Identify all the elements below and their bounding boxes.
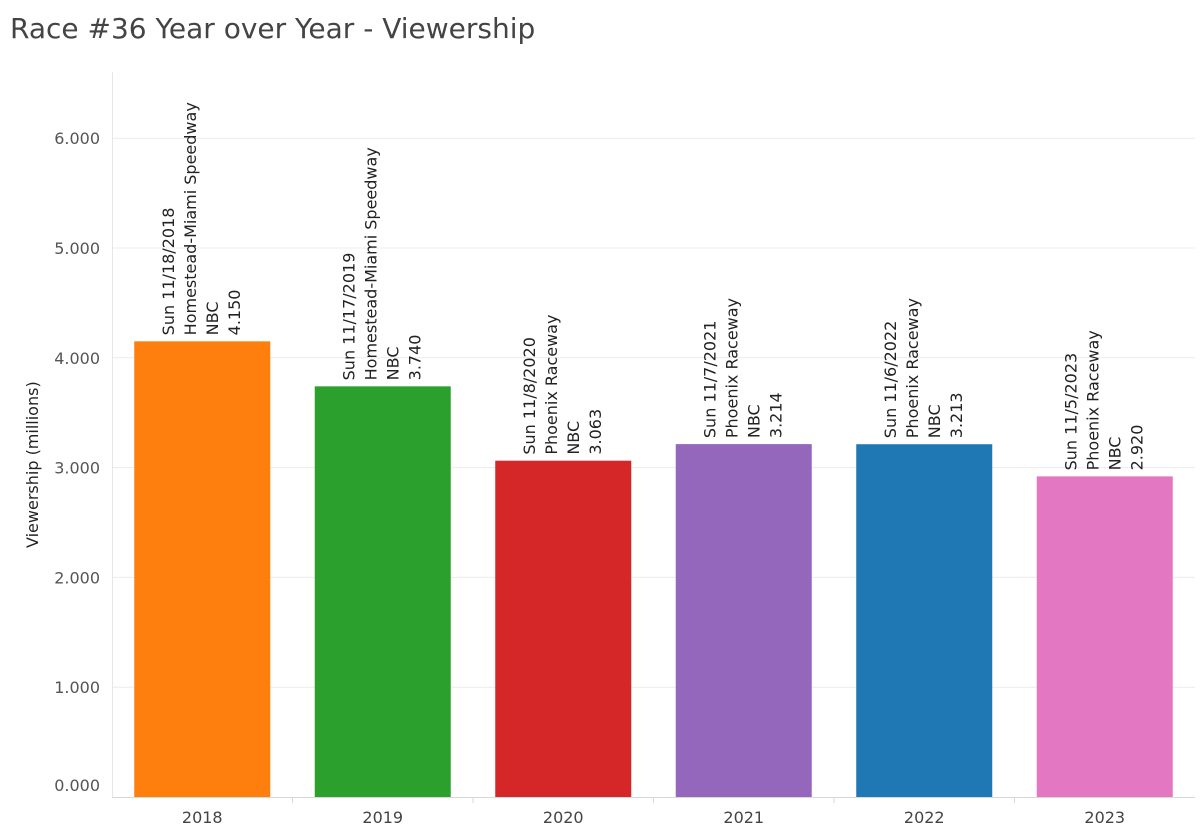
bar-data-label: 3.213 bbox=[947, 392, 966, 438]
bar-data-label: 3.214 bbox=[767, 392, 786, 438]
y-tick-label: 6.000 bbox=[54, 129, 100, 148]
bar-2022[interactable] bbox=[856, 444, 993, 797]
bar-data-label: 2.920 bbox=[1128, 425, 1147, 471]
bar-data-label: 3.740 bbox=[406, 335, 425, 381]
bar-data-label: NBC bbox=[203, 301, 222, 335]
bar-data-label: Sun 11/5/2023 bbox=[1062, 353, 1081, 471]
bars bbox=[134, 341, 1173, 797]
x-category-label: 2020 bbox=[543, 808, 584, 827]
bar-2023[interactable] bbox=[1036, 476, 1173, 797]
x-category-label: 2023 bbox=[1084, 808, 1125, 827]
y-tick-label: 2.000 bbox=[54, 568, 100, 587]
bar-data-label: NBC bbox=[384, 347, 403, 381]
y-tick-label: 4.000 bbox=[54, 349, 100, 368]
bar-data-label: Sun 11/17/2019 bbox=[340, 253, 359, 381]
bar-data-label: NBC bbox=[925, 404, 944, 438]
bar-data-label: 4.150 bbox=[225, 290, 244, 336]
bar-data-label: Sun 11/8/2020 bbox=[520, 337, 539, 455]
y-tick-label: 5.000 bbox=[54, 239, 100, 258]
x-category-label: 2022 bbox=[904, 808, 945, 827]
bar-data-label: NBC bbox=[745, 404, 764, 438]
bar-data-label: Homestead-Miami Speedway bbox=[181, 102, 200, 335]
bar-data-label: NBC bbox=[1106, 437, 1125, 471]
bar-2021[interactable] bbox=[675, 444, 812, 797]
y-axis-ticks: 0.000 1.000 2.000 3.000 4.000 5.000 6.000 bbox=[54, 129, 100, 795]
x-category-label: 2019 bbox=[362, 808, 403, 827]
bar-data-label: 3.063 bbox=[586, 409, 605, 455]
bar-data-label: Phoenix Raceway bbox=[903, 298, 922, 438]
bar-data-label: Homestead-Miami Speedway bbox=[362, 147, 381, 380]
bar-data-label: NBC bbox=[564, 421, 583, 455]
x-category-label: 2021 bbox=[723, 808, 764, 827]
gridlines bbox=[112, 72, 1195, 798]
y-axis-label: Viewership (millions) bbox=[23, 381, 42, 548]
x-axis-categories: 2018 2019 2020 2021 2022 2023 bbox=[182, 797, 1125, 827]
bar-data-label: Phoenix Raceway bbox=[1084, 330, 1103, 470]
bar-2019[interactable] bbox=[314, 386, 451, 797]
x-category-label: 2018 bbox=[182, 808, 223, 827]
bar-2018[interactable] bbox=[134, 341, 271, 797]
y-tick-label: 0.000 bbox=[54, 776, 100, 795]
bar-data-label: Sun 11/18/2018 bbox=[159, 208, 178, 336]
y-tick-label: 1.000 bbox=[54, 678, 100, 697]
bar-data-label: Sun 11/7/2021 bbox=[701, 321, 720, 439]
bar-data-label: Sun 11/6/2022 bbox=[881, 321, 900, 439]
bar-data-label: Phoenix Raceway bbox=[542, 315, 561, 455]
bar-2020[interactable] bbox=[495, 460, 632, 797]
bar-data-labels: Sun 11/18/2018 Homestead-Miami Speedway NB… bbox=[159, 102, 1147, 470]
y-tick-label: 3.000 bbox=[54, 459, 100, 478]
bar-data-label: Phoenix Raceway bbox=[723, 298, 742, 438]
chart-title: Race #36 Year over Year - Viewership bbox=[10, 12, 536, 45]
